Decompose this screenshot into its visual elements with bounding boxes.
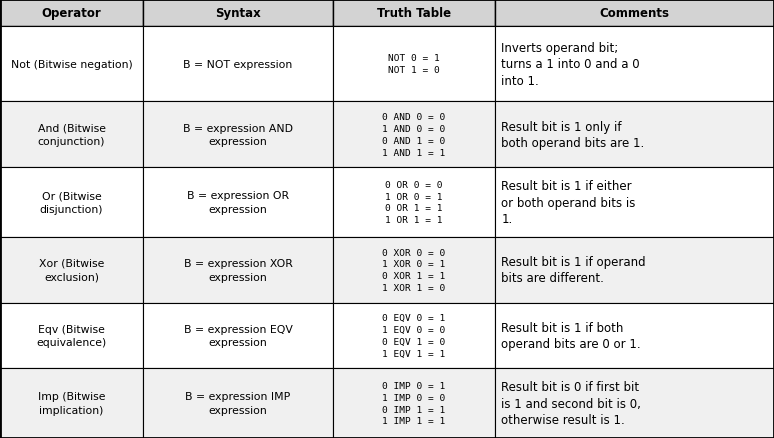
Bar [0, 102, 143, 168]
Text: B = expression OR
expression: B = expression OR expression [187, 191, 289, 214]
Text: Inverts operand bit;
turns a 1 into 0 and a 0
into 1.: Inverts operand bit; turns a 1 into 0 an… [502, 42, 640, 88]
Text: Imp (Bitwise
implication): Imp (Bitwise implication) [38, 392, 105, 415]
Bar [333, 0, 495, 27]
Bar [495, 27, 774, 102]
Text: 0 AND 0 = 0
1 AND 0 = 0
0 AND 1 = 0
1 AND 1 = 1: 0 AND 0 = 0 1 AND 0 = 0 0 AND 1 = 0 1 AN… [382, 113, 446, 157]
Bar [143, 168, 333, 237]
Bar [495, 168, 774, 237]
Bar [333, 368, 495, 438]
Text: Result bit is 1 only if
both operand bits are 1.: Result bit is 1 only if both operand bit… [502, 120, 645, 150]
Text: B = expression AND
expression: B = expression AND expression [183, 123, 293, 147]
Text: Operator: Operator [42, 7, 101, 20]
Bar [333, 303, 495, 368]
Bar [333, 102, 495, 168]
Text: Not (Bitwise negation): Not (Bitwise negation) [11, 60, 132, 70]
Text: Result bit is 1 if both
operand bits are 0 or 1.: Result bit is 1 if both operand bits are… [502, 321, 641, 350]
Bar [495, 303, 774, 368]
Text: NOT 0 = 1
NOT 1 = 0: NOT 0 = 1 NOT 1 = 0 [389, 54, 440, 75]
Text: 0 EQV 0 = 1
1 EQV 0 = 0
0 EQV 1 = 0
1 EQV 1 = 1: 0 EQV 0 = 1 1 EQV 0 = 0 0 EQV 1 = 0 1 EQ… [382, 314, 446, 358]
Text: Xor (Bitwise
exclusion): Xor (Bitwise exclusion) [39, 258, 104, 282]
Bar [333, 168, 495, 237]
Text: Or (Bitwise
disjunction): Or (Bitwise disjunction) [39, 191, 104, 214]
Bar [495, 237, 774, 303]
Text: B = expression IMP
expression: B = expression IMP expression [186, 392, 290, 415]
Text: Syntax: Syntax [215, 7, 261, 20]
Text: B = NOT expression: B = NOT expression [183, 60, 293, 70]
Text: 0 IMP 0 = 1
1 IMP 0 = 0
0 IMP 1 = 1
1 IMP 1 = 1: 0 IMP 0 = 1 1 IMP 0 = 0 0 IMP 1 = 1 1 IM… [382, 381, 446, 425]
Bar [143, 102, 333, 168]
Text: And (Bitwise
conjunction): And (Bitwise conjunction) [38, 123, 105, 147]
Bar [0, 168, 143, 237]
Bar [143, 368, 333, 438]
Bar [0, 303, 143, 368]
Bar [0, 368, 143, 438]
Bar [495, 102, 774, 168]
Text: Result bit is 0 if first bit
is 1 and second bit is 0,
otherwise result is 1.: Result bit is 0 if first bit is 1 and se… [502, 380, 641, 426]
Bar [495, 368, 774, 438]
Text: Truth Table: Truth Table [377, 7, 451, 20]
Text: 0 OR 0 = 0
1 OR 0 = 1
0 OR 1 = 1
1 OR 1 = 1: 0 OR 0 = 0 1 OR 0 = 1 0 OR 1 = 1 1 OR 1 … [385, 180, 443, 225]
Bar [495, 0, 774, 27]
Text: B = expression EQV
expression: B = expression EQV expression [183, 324, 293, 347]
Bar [333, 27, 495, 102]
Text: Eqv (Bitwise
equivalence): Eqv (Bitwise equivalence) [36, 324, 107, 347]
Bar [0, 0, 143, 27]
Bar [143, 27, 333, 102]
Bar [143, 0, 333, 27]
Text: Comments: Comments [600, 7, 670, 20]
Text: Result bit is 1 if either
or both operand bits is
1.: Result bit is 1 if either or both operan… [502, 180, 635, 226]
Bar [143, 303, 333, 368]
Bar [143, 237, 333, 303]
Bar [0, 27, 143, 102]
Text: Result bit is 1 if operand
bits are different.: Result bit is 1 if operand bits are diff… [502, 255, 646, 285]
Text: B = expression XOR
expression: B = expression XOR expression [183, 258, 293, 282]
Bar [333, 237, 495, 303]
Bar [0, 237, 143, 303]
Text: 0 XOR 0 = 0
1 XOR 0 = 1
0 XOR 1 = 1
1 XOR 1 = 0: 0 XOR 0 = 0 1 XOR 0 = 1 0 XOR 1 = 1 1 XO… [382, 248, 446, 292]
